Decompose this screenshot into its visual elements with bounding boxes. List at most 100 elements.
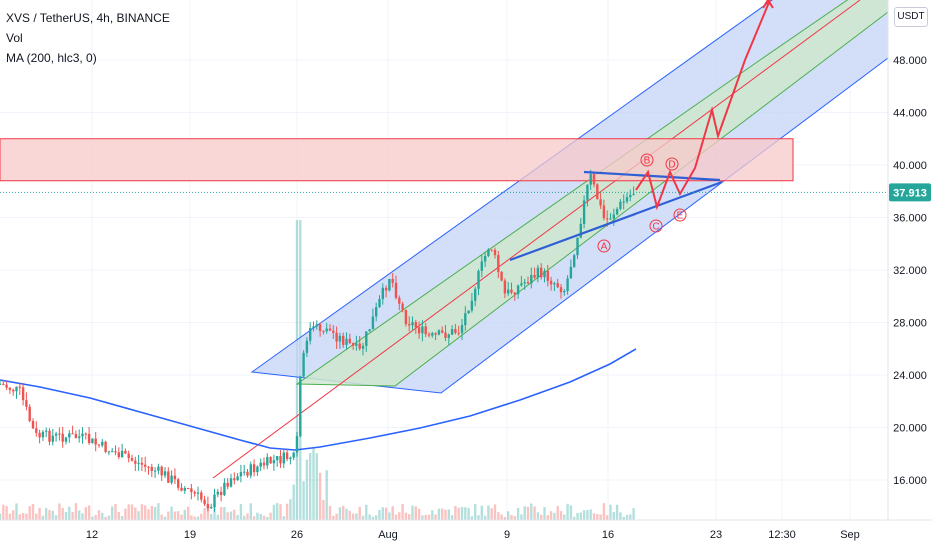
candle-body <box>516 285 520 295</box>
volume-bar <box>193 516 196 520</box>
volume-bar <box>177 511 180 520</box>
candle-body <box>615 208 619 215</box>
volume-bar <box>365 504 368 520</box>
candle-body <box>394 282 398 298</box>
currency-button[interactable]: USDT <box>894 7 928 27</box>
volume-bar <box>309 453 312 520</box>
volume-bar <box>520 514 523 520</box>
volume-bar <box>338 507 342 520</box>
volume-bar <box>134 507 137 520</box>
triangle-resistance-line <box>583 170 721 182</box>
candle-body <box>431 333 434 336</box>
candle-body <box>193 492 196 494</box>
volume-bar <box>12 510 15 520</box>
candle-body <box>457 332 460 334</box>
candle-body <box>470 300 474 311</box>
candle-body <box>500 271 503 281</box>
volume-bar <box>243 515 246 520</box>
volume-bar <box>61 508 64 520</box>
candle-body <box>546 270 549 281</box>
volume-bar <box>68 506 71 520</box>
channel-inner-band <box>295 0 889 387</box>
candle-body <box>78 436 81 438</box>
volume-bar <box>487 505 490 520</box>
candle-body <box>602 205 606 219</box>
candle-body <box>160 466 163 476</box>
volume-bar <box>421 515 424 520</box>
volume-bar <box>576 512 579 520</box>
candle-body <box>523 282 526 284</box>
volume-bar <box>543 507 546 520</box>
candle-body <box>140 462 144 465</box>
time-tick-label: 9 <box>504 529 510 541</box>
price-tick-label: 24.000 <box>893 370 927 382</box>
candle-body <box>101 441 104 446</box>
candle-body <box>84 433 87 435</box>
candle-body <box>566 278 569 291</box>
volume-bar <box>322 499 325 520</box>
volume-bar <box>180 514 183 520</box>
candle-body <box>441 330 444 333</box>
candle-body <box>87 433 91 444</box>
volume-bar <box>619 512 622 520</box>
volume-bar <box>137 511 140 520</box>
candle-body <box>332 330 335 333</box>
volume-bar <box>249 503 252 520</box>
candle-body <box>196 492 200 494</box>
time-tick-label: 23 <box>710 529 722 541</box>
volume-bar <box>530 503 533 520</box>
volume-bar <box>206 503 210 520</box>
candle-body <box>579 223 582 238</box>
wave-labels: A B C D E <box>597 153 687 253</box>
candle-body <box>54 433 58 436</box>
candle-body <box>130 458 134 461</box>
volume-bar <box>523 506 526 520</box>
candle-body <box>351 343 355 346</box>
volume-bar <box>447 509 450 520</box>
candle-body <box>38 432 41 438</box>
volume-bar <box>375 515 378 520</box>
candle-body <box>276 456 279 461</box>
ma-indicator-label[interactable]: MA (200, hlc3, 0) <box>6 51 97 65</box>
volume-indicator-label[interactable]: Vol <box>6 31 23 45</box>
candle-body <box>536 267 540 278</box>
volume-bar <box>282 516 285 520</box>
time-tick-label: Aug <box>378 529 398 541</box>
candle-body <box>64 437 68 442</box>
candle-body <box>404 309 408 325</box>
candle-body <box>467 310 470 314</box>
candle-body <box>434 333 437 335</box>
volume-bar <box>477 515 480 520</box>
symbol-title[interactable]: XVS / TetherUS, 4h, BINANCE <box>6 11 170 25</box>
price-tick-label: 36.000 <box>893 213 927 225</box>
candle-body <box>609 218 612 220</box>
volume-bar <box>64 511 68 520</box>
volume-bar <box>411 505 414 520</box>
volume-bar <box>391 506 394 520</box>
volume-bar <box>216 514 219 520</box>
volume-bar <box>144 505 147 520</box>
wave-label-c: C <box>652 222 659 233</box>
candle-body <box>236 476 239 481</box>
candle-body <box>107 451 111 453</box>
volume-bar <box>2 504 5 520</box>
candle-body <box>259 462 262 467</box>
candle-body <box>68 433 71 438</box>
volume-bar <box>269 512 272 520</box>
candle-body <box>61 433 64 442</box>
candle-body <box>71 433 74 435</box>
candle-body <box>94 438 97 445</box>
candle-body <box>262 462 266 466</box>
volume-bar <box>457 507 460 520</box>
volume-bar <box>371 516 375 520</box>
candle-body <box>74 434 78 438</box>
volume-bar <box>15 503 18 520</box>
volume-bar <box>147 509 150 520</box>
price-tick-label: 20.000 <box>893 423 927 435</box>
volume-bar <box>431 510 434 520</box>
volume-bar <box>454 505 457 520</box>
volume-bar <box>596 514 599 520</box>
candle-body <box>586 184 589 201</box>
wave-label-b: B <box>644 156 651 167</box>
